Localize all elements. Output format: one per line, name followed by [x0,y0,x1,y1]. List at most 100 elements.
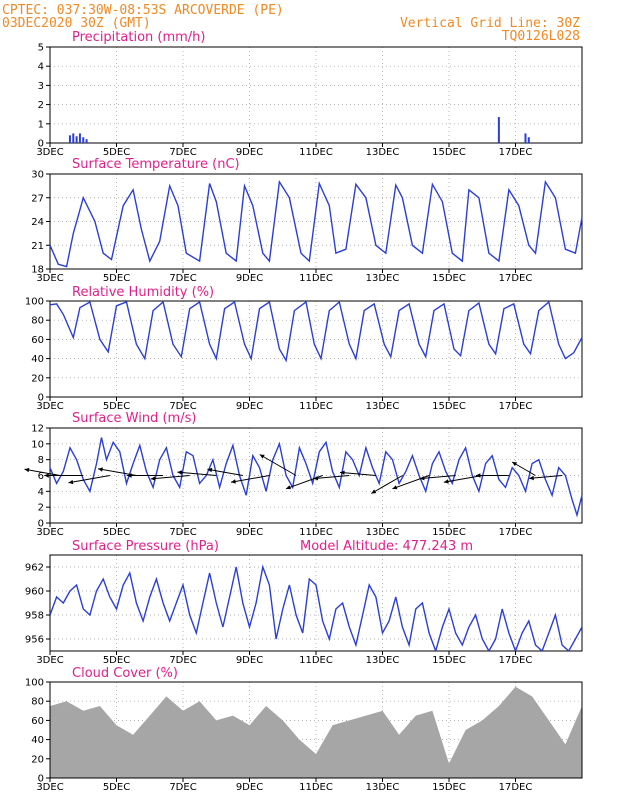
pres-xtick-label: 5DEC [103,655,130,666]
precip-ytick-label: 5 [38,43,44,54]
rh-ytick-label: 40 [31,354,44,365]
temp-ytick-label: 27 [31,193,44,204]
temp-xtick-label: 9DEC [236,273,263,284]
precip-ytick-label: 1 [38,119,44,130]
wind-vector [443,475,483,483]
rh-ytick-label: 20 [31,373,44,384]
temp-title: Surface Temperature (nC) [72,157,240,172]
cloud-area [50,686,582,778]
rh-xtick-label: 11DEC [299,401,333,412]
wind-vector-head [443,479,449,484]
wind-vector-head [44,473,49,478]
cloud-ytick-label: 0 [38,774,44,785]
rh-line [49,300,583,363]
wind-ytick-label: 6 [38,471,44,482]
pres-xtick-label: 7DEC [169,655,196,666]
precip-xtick-label: 15DEC [432,147,466,158]
precip-xtick-label: 9DEC [236,147,263,158]
wind-ytick-label: 8 [38,455,44,466]
wind-vector [68,475,110,484]
pres-xtick-label: 3DEC [36,655,63,666]
wind-vector-head [286,485,291,490]
precip-bar [527,137,530,143]
cloud-ytick-label: 60 [31,716,44,727]
pres-ytick-label: 962 [25,563,44,574]
wind-ytick-label: 12 [31,424,44,435]
wind-ytick-label: 10 [31,439,44,450]
cloud-panel: 0 20 40 60 80 100 3DEC 5DEC 7DEC 9DEC 11DEC 13DEC 15… [25,678,583,793]
temp-ytick-label: 30 [31,170,44,181]
temp-ytick-label: 21 [31,241,44,252]
cloud-xtick-label: 5DEC [103,782,130,793]
rh-ytick-label: 0 [38,393,44,404]
temp-xtick-label: 15DEC [432,273,466,284]
pres-panel: 956 958 960 962 3DEC 5DEC 7DEC 9DEC 11DEC 13DEC 15… [25,554,583,666]
precip-bar [75,136,78,143]
rh-frame [49,300,583,398]
wind-vector-head [231,479,236,484]
rh-xtick-label: 17DEC [499,401,533,412]
rh-panel: 0 20 40 60 80 100 3DEC 5DEC 7DEC 9DEC 11DEC 13DEC 15… [25,297,583,412]
precip-xtick-label: 17DEC [499,147,533,158]
rh-xtick-label: 15DEC [432,401,466,412]
temp-ytick-label: 24 [31,217,44,228]
wind-xtick-label: 5DEC [103,527,130,538]
wind-vector-head [127,473,132,478]
wind-vector-head [371,489,377,494]
wind-xtick-label: 9DEC [236,527,263,538]
rh-title: Relative Humidity (%) [72,285,214,300]
temp-line [49,179,583,268]
cloud-title: Cloud Cover (%) [72,666,178,681]
wind-xtick-label: 17DEC [499,527,533,538]
wind-vector [339,471,376,476]
pres-xtick-label: 11DEC [299,655,333,666]
cloud-xtick-label: 13DEC [366,782,400,793]
precip-ytick-label: 2 [38,100,44,111]
wind-xtick-label: 7DEC [169,527,196,538]
rh-ytick-label: 60 [31,335,44,346]
wind-vector [230,475,270,483]
pres-frame [49,554,583,652]
wind-vector-head [98,467,103,472]
precip-xtick-label: 7DEC [169,147,196,158]
temp-xtick-label: 3DEC [36,273,63,284]
wind-panel: 0 2 4 6 8 10 12 3DEC 5DEC 7DEC 9DEC 11DEC 13DEC 15DEC… [24,424,583,538]
wind-xtick-label: 11DEC [299,527,333,538]
pres-ytick-label: 956 [25,635,44,646]
wind-vector [177,471,217,476]
wind-vector-head [340,470,345,475]
wind-xtick-label: 15DEC [432,527,466,538]
header-station: CPTEC: 037:30W-08:53S ARCOVERDE (PE) [2,3,284,18]
cloud-xtick-label: 7DEC [169,782,196,793]
pres-xtick-label: 13DEC [366,655,400,666]
wind-vector-head [259,454,265,459]
wind-vector-head [150,476,156,481]
rh-xtick-label: 13DEC [366,401,400,412]
rh-ytick-label: 100 [25,297,44,308]
cloud-xtick-label: 3DEC [36,782,63,793]
precip-xtick-label: 11DEC [299,147,333,158]
wind-vector [529,475,563,479]
wind-vector-head [529,475,534,481]
wind-vector-head [419,476,425,481]
wind-vector-head [475,473,481,478]
pres-title: Surface Pressure (hPa) [72,539,219,554]
precip-bar [72,133,75,143]
precip-bar [82,137,85,143]
wind-vector [259,454,297,476]
cloud-xtick-label: 11DEC [299,782,333,793]
pres-xtick-label: 17DEC [499,655,533,666]
precip-ytick-label: 0 [38,139,44,150]
rh-xtick-label: 9DEC [236,401,263,412]
wind-vector-head [313,476,319,481]
precip-panel: 0 1 2 3 4 5 3DEC 5DEC 7DEC 9DEC 11DEC 13DEC 15DEC 17D… [36,43,583,158]
precip-xtick-label: 3DEC [36,147,63,158]
wind-vector [207,468,243,476]
temp-xtick-label: 11DEC [299,273,333,284]
wind-vector-head [24,467,30,473]
rh-xtick-label: 5DEC [103,401,130,412]
cloud-ytick-label: 40 [31,735,44,746]
precip-bar [497,117,500,143]
cloud-ytick-label: 20 [31,754,44,765]
